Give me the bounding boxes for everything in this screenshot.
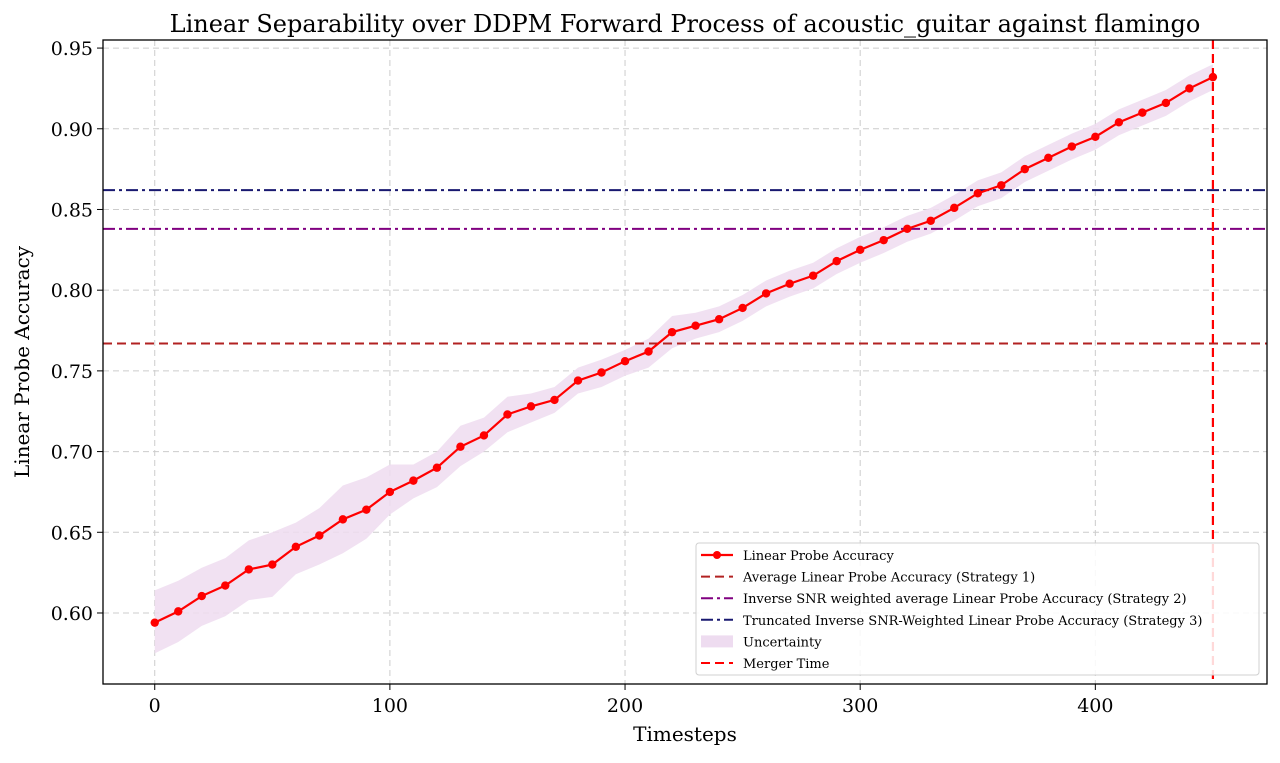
- accuracy-point: [1091, 132, 1100, 142]
- accuracy-point: [221, 581, 230, 590]
- accuracy-point: [432, 463, 442, 472]
- accuracy-point: [479, 431, 489, 440]
- x-tick-label: 400: [1077, 695, 1113, 717]
- accuracy-point: [738, 303, 747, 313]
- legend-label: Linear Probe Accuracy: [743, 549, 894, 564]
- x-tick-label: 200: [607, 695, 643, 717]
- accuracy-point: [409, 476, 418, 485]
- accuracy-point: [620, 356, 630, 366]
- legend-box: [695, 542, 1260, 676]
- accuracy-point: [150, 618, 159, 627]
- accuracy-point: [926, 216, 935, 225]
- y-tick-label: 0.75: [51, 361, 93, 383]
- legend-label: Uncertainty: [743, 635, 822, 650]
- x-axis-label: Timesteps: [633, 722, 737, 746]
- accuracy-point: [808, 271, 818, 280]
- accuracy-point: [1208, 72, 1218, 82]
- accuracy-point: [456, 442, 465, 451]
- series-group: [150, 72, 1218, 627]
- accuracy-point: [362, 505, 371, 514]
- y-axis-label: Linear Probe Accuracy: [10, 245, 34, 478]
- accuracy-point: [855, 245, 865, 255]
- accuracy-point: [644, 347, 653, 356]
- accuracy-point: [879, 235, 888, 245]
- legend-label: Average Linear Probe Accuracy (Strategy …: [742, 571, 1035, 586]
- legend: Linear Probe Accuracy Average Linear Prob…: [695, 542, 1260, 676]
- accuracy-point: [903, 224, 912, 234]
- plot-frame: [102, 39, 1268, 685]
- accuracy-point: [997, 181, 1006, 190]
- accuracy-point: [550, 395, 559, 405]
- accuracy-point: [1138, 108, 1147, 117]
- y-tick-label: 0.65: [51, 522, 93, 544]
- y-tick-label: 0.60: [51, 603, 93, 625]
- accuracy-point: [1044, 153, 1053, 163]
- accuracy-point: [385, 487, 395, 497]
- accuracy-point: [503, 410, 512, 419]
- accuracy-point: [197, 591, 206, 601]
- y-tick-label: 0.85: [51, 199, 93, 221]
- accuracy-point: [1161, 98, 1171, 108]
- accuracy-point: [526, 402, 536, 411]
- accuracy-point: [597, 368, 606, 377]
- legend-label: Truncated Inverse SNR-Weighted Linear Pr…: [743, 614, 1202, 629]
- accuracy-point: [174, 607, 183, 616]
- accuracy-point: [291, 542, 301, 552]
- accuracy-point: [268, 560, 277, 569]
- accuracy-point: [1067, 142, 1077, 151]
- legend-label: Merger Time: [743, 657, 830, 672]
- y-tick-label: 0.70: [51, 442, 93, 464]
- accuracy-point: [315, 531, 324, 540]
- accuracy-point: [714, 315, 724, 324]
- accuracy-point: [973, 189, 982, 198]
- accuracy-point: [338, 515, 348, 524]
- accuracy-point: [667, 327, 677, 337]
- accuracy-line: [154, 76, 1214, 624]
- legend-label: Inverse SNR weighted average Linear Prob…: [743, 592, 1187, 607]
- accuracy-point: [832, 256, 841, 266]
- y-tick-label: 0.95: [51, 38, 93, 60]
- legend-patch-icon: [701, 635, 733, 648]
- x-tick-label: 300: [842, 695, 878, 717]
- accuracy-point: [1185, 84, 1194, 93]
- accuracy-point: [244, 565, 253, 574]
- accuracy-point: [1020, 164, 1029, 174]
- legend-marker-icon: [713, 551, 721, 559]
- y-tick-label: 0.90: [51, 119, 93, 141]
- accuracy-point: [1114, 118, 1124, 127]
- y-tick-label: 0.80: [51, 280, 93, 302]
- accuracy-point: [761, 289, 771, 298]
- ticks: 0 100 200 300 400 0.60 0.65 0.70 0.75 0.80 0.85 0.9…: [51, 38, 1114, 717]
- accuracy-point: [691, 321, 700, 330]
- accuracy-point: [785, 279, 794, 288]
- x-tick-label: 100: [372, 695, 408, 717]
- x-tick-label: 0: [149, 695, 161, 717]
- accuracy-point: [950, 203, 959, 213]
- chart-title: Linear Separability over DDPM Forward Pr…: [170, 10, 1201, 38]
- accuracy-point: [573, 376, 583, 385]
